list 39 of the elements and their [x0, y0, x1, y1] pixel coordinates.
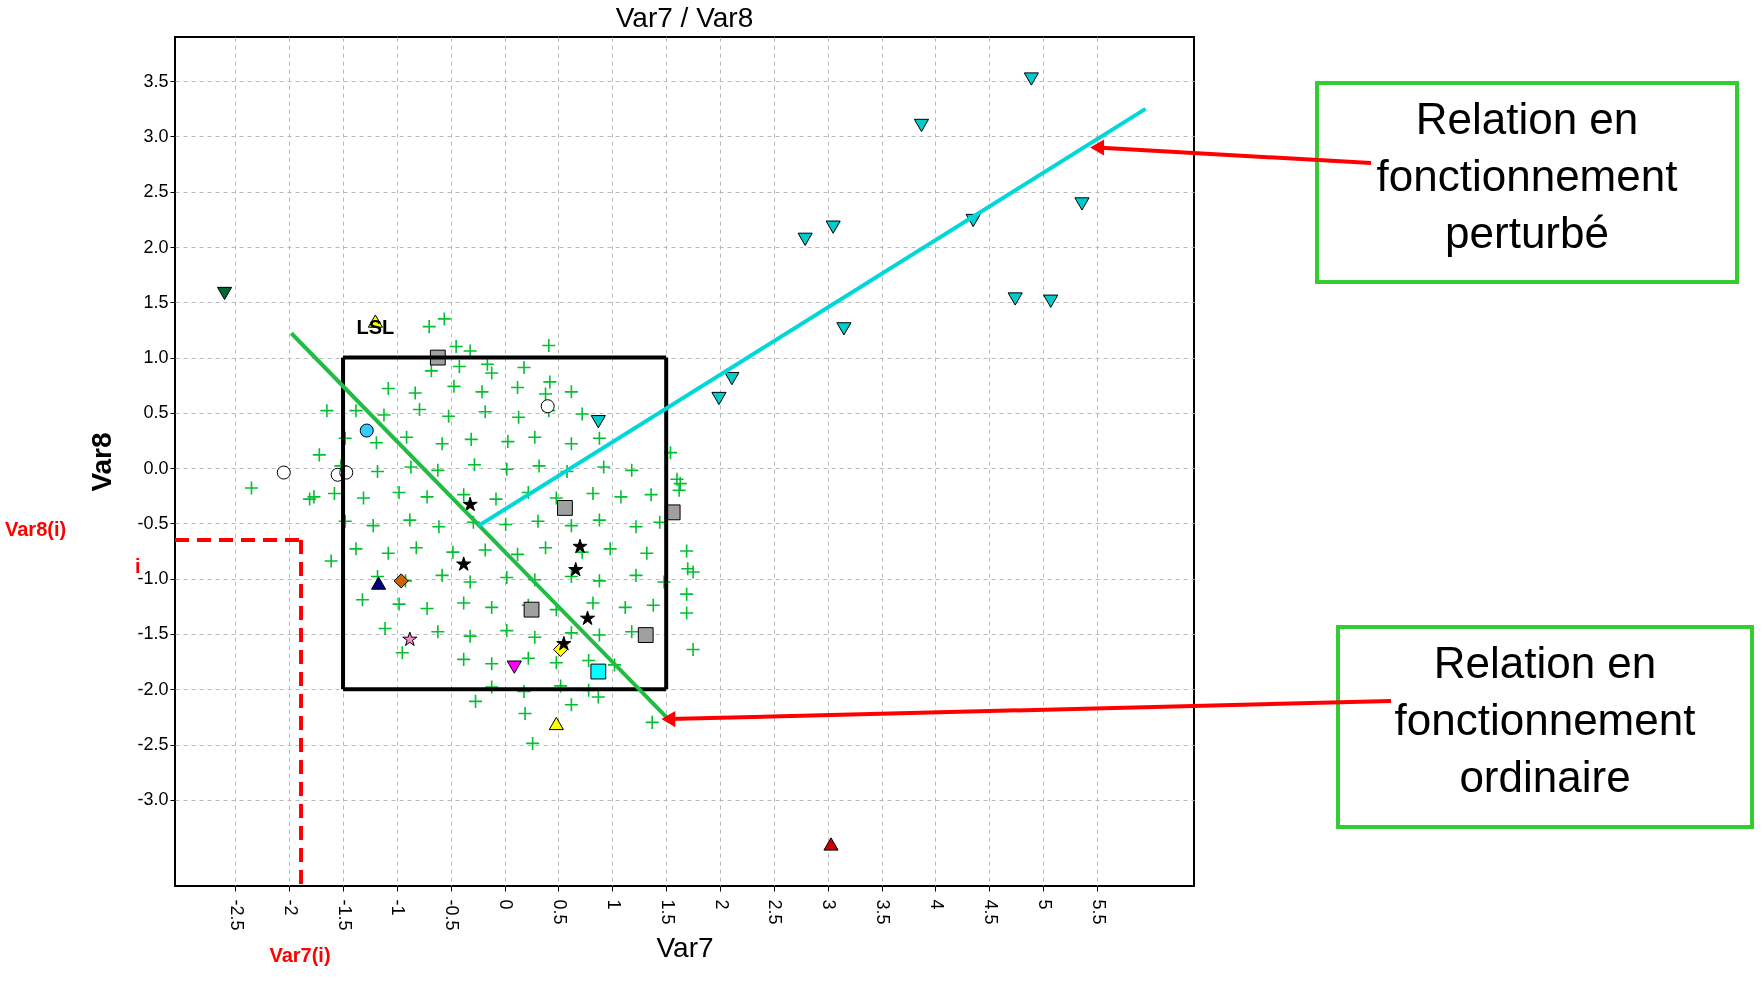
y-tick-label: 3.0: [143, 125, 169, 146]
y-tick-label: 3.5: [143, 70, 169, 91]
x-tick-label: -2: [280, 899, 301, 916]
x-tick-label: 0: [496, 899, 517, 910]
chart-title: Var7 / Var8: [615, 2, 754, 33]
y-tick-label: 2.5: [143, 181, 169, 202]
x-axis-title: Var7: [656, 931, 714, 963]
y-tick-label: -2.0: [137, 678, 169, 699]
x-tick-label: 3.5: [873, 899, 894, 925]
text: Var8(i): [5, 518, 67, 540]
x-tick-label: 1: [603, 899, 624, 910]
x-tick-label: 5: [1034, 899, 1055, 910]
y-tick-label: -0.5: [137, 512, 169, 533]
x-tick-label: -0.5: [442, 899, 463, 931]
x-tick-label: 3: [819, 899, 840, 910]
text: i: [135, 555, 141, 577]
x-tick-label: 2.5: [765, 899, 786, 925]
y-tick-label: 0.0: [143, 457, 169, 478]
y-tick-label: 0.5: [143, 402, 169, 423]
x-tick-label: -1: [388, 899, 409, 916]
annotation: Relation en fonctionnement ordinaire: [1394, 638, 1696, 801]
x-tick-label: 0.5: [549, 899, 570, 925]
y-tick-label: 2.0: [143, 236, 169, 257]
y-axis-title: Var8: [86, 432, 118, 492]
x-tick-label: -2.5: [226, 899, 247, 931]
text: Var7(i): [269, 944, 331, 966]
x-tick-label: 1.5: [657, 899, 678, 925]
annotation: LSL: [356, 315, 395, 338]
x-tick-label: 4.5: [980, 899, 1001, 925]
y-tick-label: 1.5: [143, 291, 169, 312]
y-tick-label: -1.5: [137, 623, 169, 644]
annotation: Relation en fonctionnement perturbé: [1376, 94, 1678, 257]
y-tick-label: 1.0: [143, 347, 169, 368]
y-tick-label: -2.5: [137, 734, 169, 754]
x-tick-label: -1.5: [334, 899, 355, 931]
x-tick-label: 2: [711, 899, 732, 910]
x-tick-label: 4: [926, 899, 947, 910]
x-tick-label: 5.5: [1088, 899, 1109, 925]
y-tick-label: -3.0: [137, 789, 169, 810]
